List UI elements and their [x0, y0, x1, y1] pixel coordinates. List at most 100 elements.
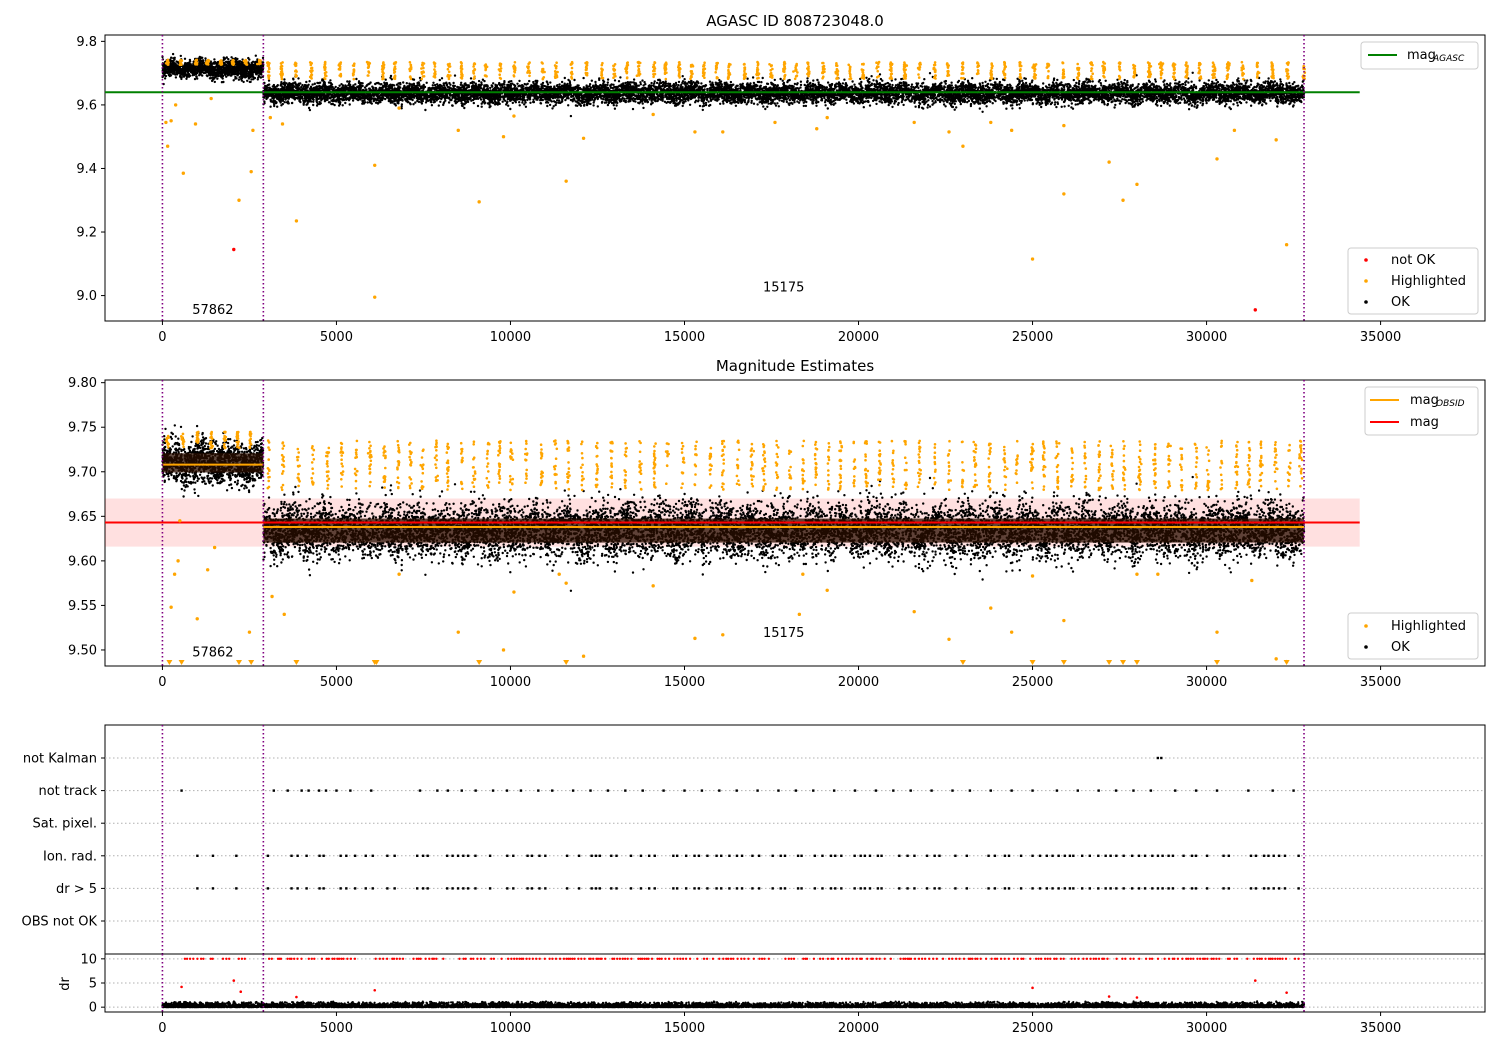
- flag-event-point: [1088, 887, 1092, 890]
- flag-event-point: [512, 854, 515, 857]
- flag-event-point: [859, 854, 862, 857]
- highlighted-outlier: [815, 127, 819, 131]
- legend-mag-obsid-sub: OBSID: [1436, 399, 1465, 409]
- panel1-data-layer: [105, 35, 1360, 321]
- flag-event-point: [993, 854, 997, 857]
- highlighted-outlier: [512, 590, 516, 594]
- flag-event-point: [868, 887, 872, 890]
- flag-event-point: [606, 789, 610, 792]
- flag-event-point: [1156, 887, 1160, 890]
- flag-event-point: [1297, 887, 1300, 890]
- flag-event-point: [211, 854, 215, 857]
- flag-event-point: [1019, 887, 1023, 890]
- ytick-label: 10: [80, 952, 97, 967]
- panel-dr: 0 5000 10000 15000 20000 25000 30000 350000510 …: [58, 952, 1486, 1036]
- flag-row-label: Sat. pixel.: [33, 817, 97, 832]
- ytick-label: 9.4: [76, 162, 97, 177]
- flag-event-point: [307, 789, 310, 792]
- flag-event-point: [1068, 854, 1072, 857]
- highlighted-outlier: [581, 136, 586, 140]
- flag-event-point: [1205, 887, 1209, 890]
- flag-event-point: [672, 854, 675, 857]
- flag-event-point: [1122, 854, 1125, 857]
- flag-event-point: [880, 887, 883, 890]
- flag-row-label: not track: [38, 784, 97, 799]
- flag-event-point: [386, 854, 389, 857]
- highlighted-outlier: [797, 612, 802, 617]
- flag-event-point: [345, 854, 348, 857]
- flag-event-point: [594, 854, 598, 857]
- flag-event-point: [1097, 789, 1100, 792]
- xtick-label: 0: [158, 330, 166, 345]
- panel2-legend-upper: mag OBSID mag: [1364, 386, 1479, 436]
- flag-event-point: [1115, 854, 1118, 857]
- flag-event-point: [318, 887, 321, 890]
- flag-event-point: [1182, 854, 1185, 857]
- flag-event-point: [989, 789, 992, 792]
- clipped-outlier-marker: [1133, 660, 1140, 665]
- flag-event-point: [1222, 854, 1225, 857]
- flag-event-point: [322, 854, 325, 857]
- flag-event-point: [777, 789, 780, 792]
- xtick-label: 30000: [1186, 675, 1227, 690]
- highlighted-outlier: [825, 588, 829, 592]
- flag-event-point: [718, 789, 721, 792]
- panel4-ylabel: dr: [58, 977, 73, 991]
- flag-event-point: [364, 854, 367, 857]
- flag-event-point: [1272, 887, 1275, 890]
- highlighted-outlier: [268, 115, 273, 120]
- xtick-label: 20000: [838, 1021, 879, 1036]
- highlighted-points: [266, 439, 1304, 492]
- flag-event-point: [1292, 789, 1295, 792]
- flag-event-point: [1262, 887, 1266, 890]
- highlighted-outlier: [173, 103, 178, 107]
- panel1-ticks: 0 5000 10000 15000 20000 25000 30000 35000 9.0 9.…: [76, 35, 1401, 345]
- xtick-label: 30000: [1186, 330, 1227, 345]
- obsid-label: 57862: [192, 646, 233, 661]
- notok-outlier: [1253, 308, 1257, 312]
- ytick-label: 5: [89, 977, 97, 992]
- clipped-outlier-marker: [1029, 660, 1036, 665]
- highlighted-outlier: [912, 120, 916, 125]
- flag-event-point: [1130, 854, 1134, 857]
- panel-magnitude-estimates: Magnitude Estimates 0 5000 10000 15000 20000…: [68, 357, 1486, 690]
- panel-agasc: AGASC ID 808723048.0 0 5000 10000 15000 2000…: [76, 12, 1486, 345]
- flag-event-point: [933, 887, 936, 890]
- clipped-outlier-marker: [373, 660, 380, 665]
- flag-event-point: [672, 887, 675, 890]
- flag-event-point: [474, 789, 477, 792]
- clipped-outlier-marker: [235, 660, 242, 665]
- dr-outlier: [1107, 995, 1111, 998]
- flag-event-point: [1038, 854, 1042, 857]
- flag-event-point: [987, 854, 990, 857]
- flag-event-point: [537, 789, 540, 792]
- flag-event-point: [1161, 887, 1164, 890]
- flag-event-point: [1182, 887, 1185, 890]
- flag-event-point: [598, 887, 601, 890]
- clipped-outlier-marker: [166, 660, 173, 665]
- flag-event-point: [462, 887, 465, 890]
- flag-event-point: [683, 789, 686, 792]
- flag-event-point: [1010, 789, 1013, 792]
- xtick-label: 10000: [490, 675, 531, 690]
- flag-event-point: [1063, 854, 1067, 857]
- flag-event-point: [551, 789, 554, 792]
- highlighted-outlier: [989, 120, 993, 125]
- flag-event-point: [783, 887, 787, 890]
- flag-event-point: [1194, 854, 1198, 857]
- highlighted-outlier: [172, 572, 177, 576]
- highlighted-outlier: [721, 633, 725, 637]
- flag-event-point: [1007, 887, 1011, 890]
- flag-event-point: [589, 789, 592, 792]
- flag-event-point: [322, 887, 325, 890]
- legend-ok-swatch: [1364, 300, 1368, 304]
- flag-event-point: [684, 854, 688, 857]
- flag-event-point: [416, 854, 419, 857]
- flag-event-point: [339, 854, 342, 857]
- dr-outlier: [373, 988, 377, 992]
- flag-event-point: [1109, 854, 1112, 857]
- flag-event-point: [720, 887, 723, 890]
- flag-event-point: [813, 887, 817, 890]
- flag-event-point: [771, 854, 774, 857]
